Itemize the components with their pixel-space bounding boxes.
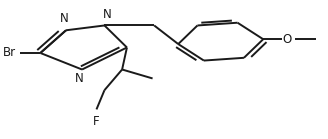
Text: N: N [103, 8, 112, 21]
Text: Br: Br [3, 46, 16, 59]
Text: N: N [74, 72, 83, 85]
Text: F: F [93, 115, 100, 128]
Text: O: O [283, 33, 292, 46]
Text: N: N [60, 13, 69, 25]
